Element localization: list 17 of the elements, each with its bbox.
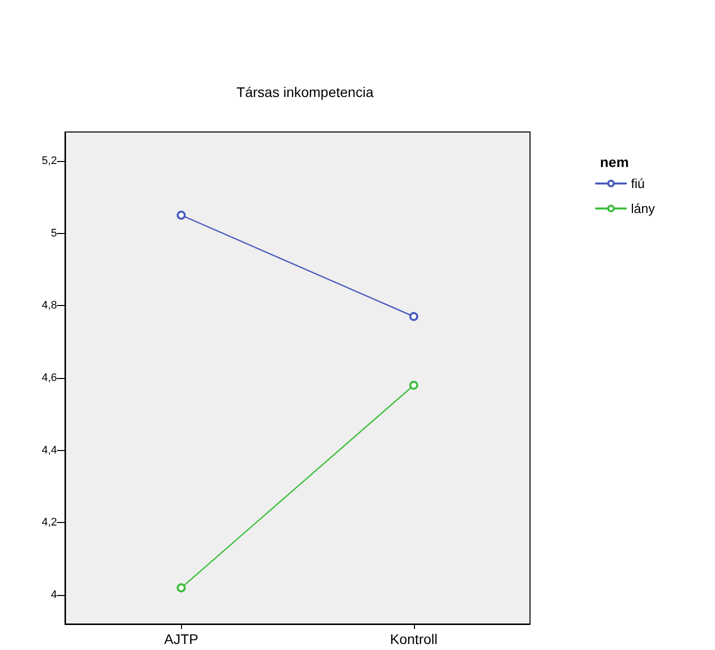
x-tick-label: Kontroll: [390, 631, 438, 647]
point: [409, 312, 418, 321]
x-tick-label: AJTP: [164, 631, 198, 647]
y-tick-label: 4,6: [42, 372, 57, 384]
y-tick-label: 4: [50, 589, 57, 602]
y-tick-label: 4,4: [42, 444, 57, 456]
chart-title: Társas inkompetencia: [236, 84, 374, 100]
y-tick-label: 4,2: [42, 516, 57, 529]
legend-title: nem: [600, 154, 629, 170]
legend-label: fiú: [631, 176, 645, 191]
y-tick-label: 5: [50, 227, 57, 240]
legend-label: lány: [631, 201, 656, 216]
y-tick-label: 4,8: [42, 300, 57, 312]
point: [409, 380, 418, 390]
point: [176, 583, 186, 592]
y-tick-label: 5,2: [42, 154, 57, 167]
point: [176, 210, 186, 220]
